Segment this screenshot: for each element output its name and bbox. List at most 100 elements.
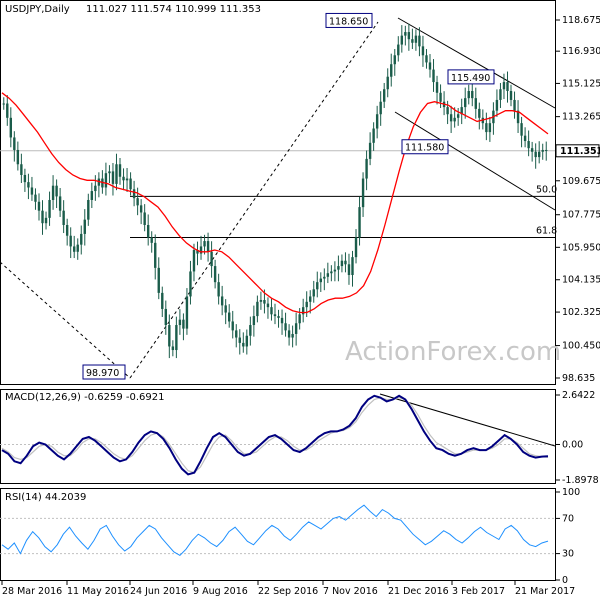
price-tick-label: 118.675 [562,15,600,26]
candle-body [266,303,270,308]
candle-body [231,321,234,331]
candle-body [323,276,326,279]
candle-body [228,312,231,322]
candle-body [474,98,477,109]
candle-body [235,330,238,338]
candle-body [185,296,189,329]
candle-body [344,260,347,265]
candle-body [319,278,322,283]
price-tick-label: 102.325 [562,307,600,318]
macd-header: MACD(12,26,9) -0.6259 -0.6921 [5,392,165,403]
price-annotation-box [401,139,449,155]
candle-body [516,110,520,124]
candle-body [55,185,58,197]
candle-body [298,314,301,324]
candle-body [157,267,160,293]
candle-body [379,101,382,115]
price-tick-label: 109.675 [562,176,600,187]
candle-body [326,273,330,277]
dashed-trendline-high [129,21,379,379]
time-axis: 28 Mar 2016 11 May 2016 24 Jun 2016 9 Aug 2… [1,581,575,597]
macd-tick-label: 2.6422 [562,390,595,401]
candle-body [146,224,150,238]
price-tick-label: 98.635 [562,373,595,384]
channel-upper [397,17,556,109]
price-tick-label: 105.950 [562,242,600,253]
candle-body [199,246,203,254]
candle-body [94,185,97,192]
price-tick-label: 104.135 [562,275,600,286]
candle-body [312,289,315,297]
candle-body [168,325,171,347]
candle-body [37,201,41,211]
price-tick-label: 107.775 [562,210,600,221]
candle-body [224,305,227,313]
candle-body [48,199,51,218]
candle-body [513,99,516,111]
candle-body [122,176,125,181]
candle-body [534,151,537,158]
candle-body [192,250,196,272]
candle-body [309,296,312,302]
candle-body [368,142,372,159]
candle-body [351,257,354,276]
candle-body [502,82,506,90]
macd-panel [0,389,556,484]
price-annotation-label: 98.970 [86,368,119,379]
time-axis-label: 3 Feb 2017 [452,586,505,597]
candle-body [418,35,421,47]
price-axis: 118.675 116.930 115.125 113.265 111.353 109.6… [0,15,600,384]
candle-body [541,149,544,152]
candle-body [69,235,72,247]
candle-body [252,316,256,326]
price-tick-label: 116.930 [562,46,600,57]
candle-body [30,187,34,195]
candle-body [16,149,20,165]
macd-tick-label: -1.8978 [562,475,599,486]
candle-body [537,151,541,158]
candle-body [182,319,185,329]
candle-body [527,141,530,149]
candle-body [76,244,79,252]
candle-body [499,89,502,100]
candle-body [249,325,252,336]
candle-body [305,301,308,308]
candle-body [523,135,527,142]
candle-body [87,199,90,220]
candle-body [80,233,83,245]
candles [2,23,548,359]
candle-body [164,308,167,326]
candle-body [488,123,492,133]
candle-body [58,196,62,211]
rsi-header: RSI(14) 44.2039 [5,492,86,503]
candle-body [386,76,389,90]
rsi-tick-label: 70 [562,513,574,524]
candle-body [139,205,143,213]
candle-body [453,117,456,122]
candle-body [446,107,449,115]
candle-body [439,92,442,102]
trendlines [0,17,556,379]
rsi-tick-label: 0 [562,575,568,586]
fib-level-label: 50.0 [536,184,557,195]
candle-body [432,69,435,83]
candle-body [471,91,474,99]
macd-axis: 2.6422 0.00 -1.8978 [0,390,599,486]
candle-body [361,178,365,208]
candle-body [485,123,488,133]
candle-body [129,178,132,190]
candle-body [125,178,129,181]
price-annotation-label: 115.490 [451,73,490,84]
candle-body [73,246,76,252]
candle-body [13,137,16,150]
candle-body [213,266,217,283]
candle-body [220,296,224,306]
candle-body [206,241,210,252]
candle-body [196,250,199,254]
time-axis-label: 22 Sep 2016 [258,586,318,597]
dashed-trendline-low [0,261,131,379]
price-tick-label: 100.450 [562,341,600,352]
candle-body [291,333,294,338]
candle-body [495,99,499,111]
